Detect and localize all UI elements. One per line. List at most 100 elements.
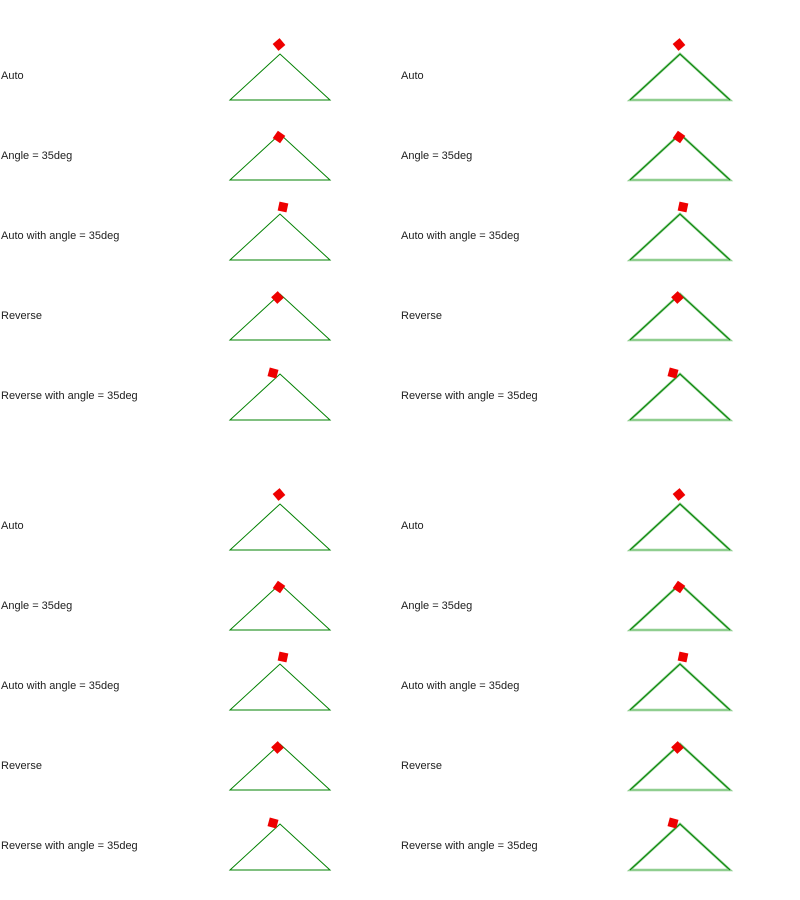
triangle-graphic [626, 741, 734, 792]
test-row-reverse-angle: Reverse with angle = 35deg [0, 790, 400, 871]
test-row-auto: Auto [0, 470, 400, 551]
triangle-path [228, 823, 332, 871]
test-row-auto: Auto [400, 20, 800, 102]
row-label: Angle = 35deg [401, 150, 473, 162]
row-label: Angle = 35deg [401, 600, 473, 612]
marker-square [672, 38, 686, 51]
test-row-auto: Auto [0, 20, 400, 101]
marker-square [271, 291, 284, 304]
triangle-graphic [228, 488, 332, 551]
row-label: Auto with angle = 35deg [401, 680, 520, 692]
section-bottom-left: Auto Angle = 35deg Auto with angle = 35d… [0, 450, 400, 900]
triangle-path [228, 293, 332, 341]
marker-square [672, 580, 686, 594]
section-bottom-right: Auto Angle = 35deg Auto with angle = 35d… [400, 450, 800, 900]
row-label: Auto with angle = 35deg [1, 230, 120, 242]
marker-square [272, 488, 286, 501]
row-label: Reverse with angle = 35deg [1, 840, 138, 852]
triangle-path-light [626, 52, 734, 102]
test-row-angle: Angle = 35deg [400, 100, 800, 182]
row-label: Auto with angle = 35deg [1, 680, 120, 692]
triangle-path-light [626, 372, 734, 422]
marker-square [267, 817, 279, 829]
triangle-graphic [228, 741, 332, 791]
test-row-reverse: Reverse [400, 710, 800, 792]
test-row-auto-angle: Auto with angle = 35deg [400, 180, 800, 262]
marker-square [667, 817, 679, 829]
marker-square [277, 201, 289, 213]
triangle-graphic [626, 38, 734, 102]
marker-square [672, 130, 686, 144]
triangle-path [228, 583, 332, 631]
row-label: Auto [1, 520, 24, 532]
triangle-graphic [228, 651, 332, 711]
test-row-auto: Auto [400, 470, 800, 552]
triangle-path-overlay [629, 53, 731, 101]
triangle-path [228, 743, 332, 791]
triangle-path-overlay [629, 503, 731, 551]
triangle-graphic [228, 130, 332, 181]
test-row-reverse: Reverse [0, 710, 400, 791]
test-row-angle: Angle = 35deg [0, 550, 400, 631]
marker-square [677, 651, 689, 663]
test-row-reverse-angle: Reverse with angle = 35deg [400, 790, 800, 872]
marker-square [677, 201, 689, 213]
marker-square [667, 367, 679, 379]
row-label: Auto [401, 520, 424, 532]
row-label: Auto [1, 70, 24, 82]
triangle-graphic [626, 201, 734, 262]
test-row-reverse-angle: Reverse with angle = 35deg [0, 340, 400, 421]
triangle-graphic [228, 580, 332, 631]
triangle-graphic [228, 201, 332, 261]
triangle-path [228, 53, 332, 101]
marker-square [272, 130, 286, 144]
row-label: Reverse with angle = 35deg [401, 390, 538, 402]
section-top-left: Auto Angle = 35deg Auto with angle = 35d… [0, 0, 400, 450]
row-label: Auto [401, 70, 424, 82]
triangle-path-overlay [629, 213, 731, 261]
row-label: Reverse [401, 760, 442, 772]
test-row-auto-angle: Auto with angle = 35deg [0, 180, 400, 261]
triangle-path-light [626, 212, 734, 262]
triangle-graphic [626, 580, 734, 632]
marker-square [672, 488, 686, 501]
row-label: Angle = 35deg [1, 600, 73, 612]
row-label: Reverse [401, 310, 442, 322]
row-label: Reverse [1, 310, 42, 322]
marker-square [671, 741, 684, 754]
row-label: Reverse with angle = 35deg [401, 840, 538, 852]
row-label: Reverse with angle = 35deg [1, 390, 138, 402]
triangle-graphic [626, 488, 734, 552]
test-row-angle: Angle = 35deg [0, 100, 400, 181]
triangle-graphic [626, 817, 734, 872]
row-label: Angle = 35deg [1, 150, 73, 162]
triangle-graphic [228, 817, 332, 871]
triangle-graphic [626, 367, 734, 422]
marker-square [671, 291, 684, 304]
triangle-graphic [228, 367, 332, 421]
row-label: Auto with angle = 35deg [401, 230, 520, 242]
marker-square [277, 651, 289, 663]
test-row-auto-angle: Auto with angle = 35deg [0, 630, 400, 711]
test-row-angle: Angle = 35deg [400, 550, 800, 632]
triangle-graphic [626, 651, 734, 712]
triangle-graphic [626, 291, 734, 342]
row-label: Reverse [1, 760, 42, 772]
triangle-path-overlay [629, 663, 731, 711]
marker-square [271, 741, 284, 754]
triangle-path [228, 133, 332, 181]
triangle-path-overlay [629, 823, 731, 871]
triangle-path [228, 373, 332, 421]
section-top-right: Auto Angle = 35deg Auto with angle = 35d… [400, 0, 800, 450]
triangle-path [228, 663, 332, 711]
test-row-reverse: Reverse [0, 260, 400, 341]
triangle-path-light [626, 822, 734, 872]
triangle-path [228, 503, 332, 551]
marker-square [272, 38, 286, 51]
test-row-reverse: Reverse [400, 260, 800, 342]
triangle-path-light [626, 502, 734, 552]
triangle-graphic [626, 130, 734, 182]
triangle-graphic [228, 38, 332, 101]
test-row-reverse-angle: Reverse with angle = 35deg [400, 340, 800, 422]
